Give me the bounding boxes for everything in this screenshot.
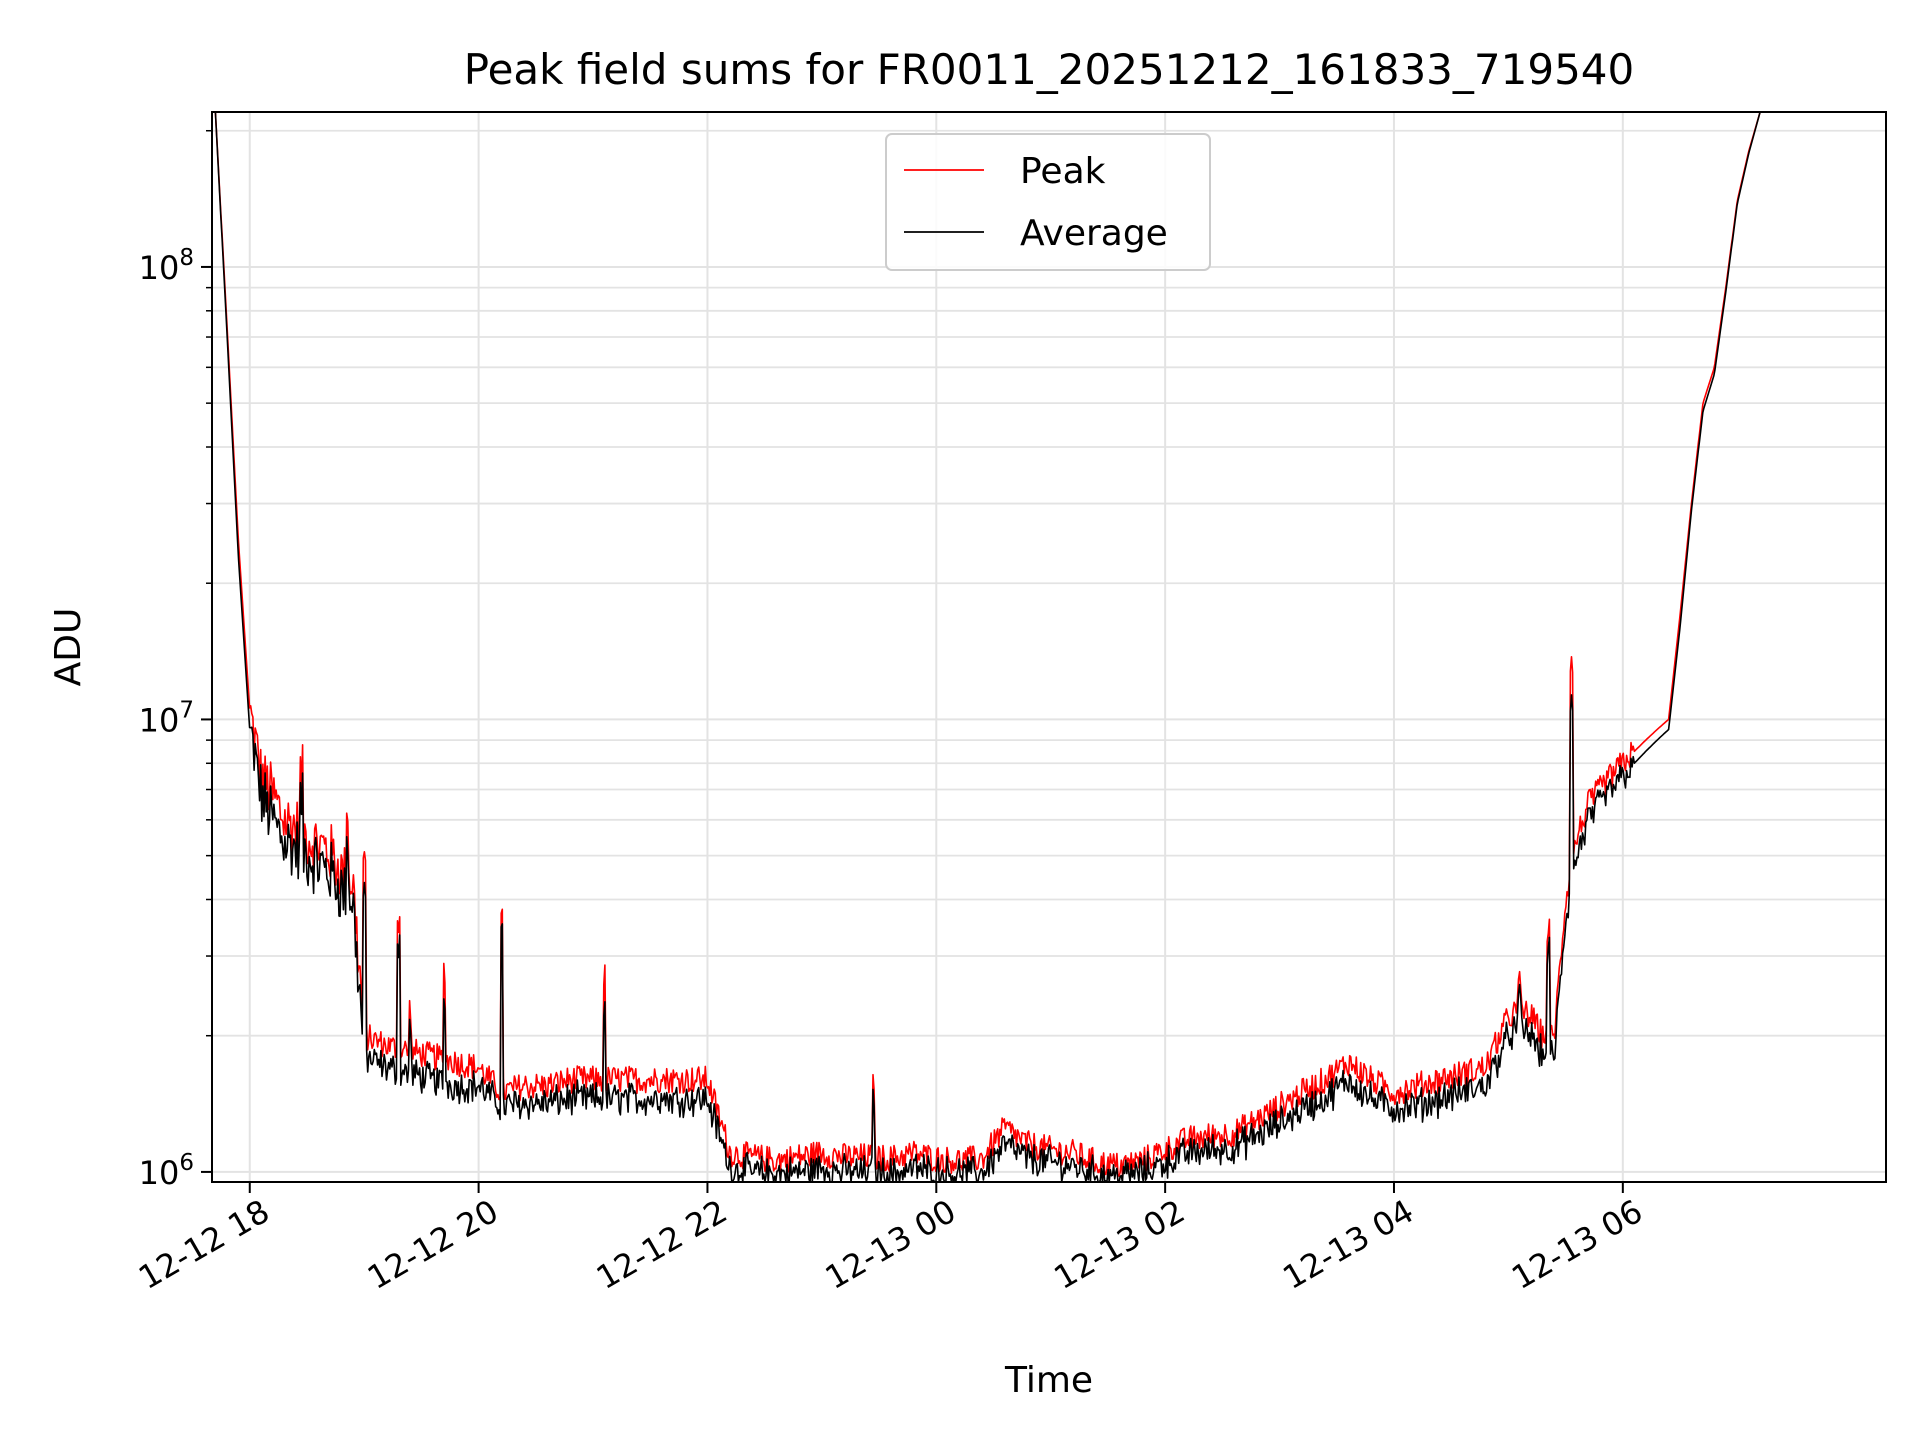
series-line-average bbox=[214, 111, 1761, 1183]
series-layer bbox=[214, 111, 1761, 1183]
plot-frame bbox=[211, 111, 1887, 1183]
legend: Peak Average bbox=[885, 133, 1211, 271]
x-axis-label: Time bbox=[1004, 1360, 1093, 1401]
y-tick-label: 106 bbox=[139, 1150, 194, 1192]
gridlines bbox=[212, 112, 1886, 1182]
y-tick-label: 107 bbox=[139, 697, 194, 739]
series-line-peak bbox=[214, 111, 1761, 1178]
legend-box bbox=[885, 133, 1211, 271]
legend-label-average: Average bbox=[1020, 213, 1168, 254]
chart-title: Peak field sums for FR0011_20251212_1618… bbox=[464, 45, 1634, 94]
legend-label-peak: Peak bbox=[1020, 151, 1106, 192]
y-axis-label: ADU bbox=[48, 608, 89, 687]
y-tick-label: 108 bbox=[139, 245, 194, 287]
